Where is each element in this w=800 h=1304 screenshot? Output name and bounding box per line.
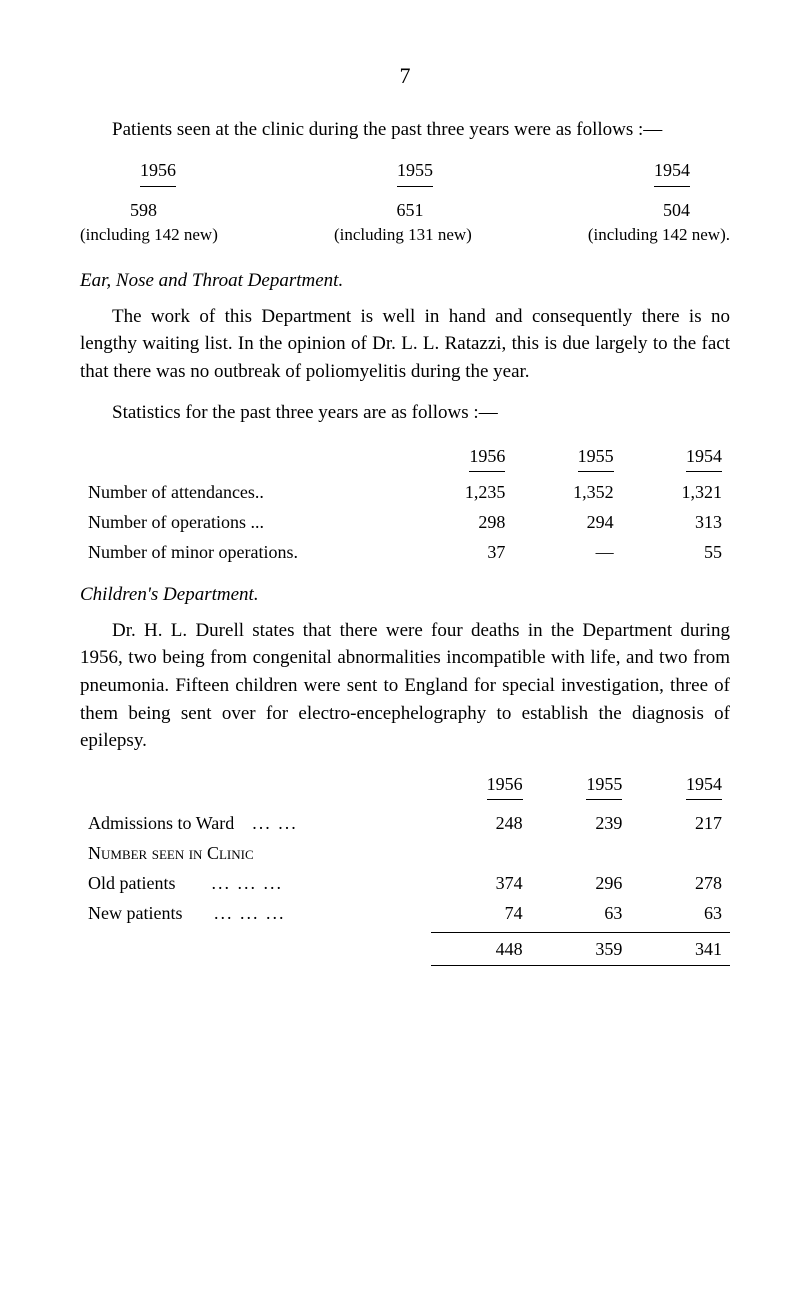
- cell-value: 239: [531, 808, 631, 838]
- statistics-table: 1956 1955 1954 Number of attendances.. 1…: [80, 441, 730, 567]
- cell-value: 217: [630, 808, 730, 838]
- table-header-row: 1956 1955 1954: [80, 769, 730, 802]
- row-label: Number of minor operations.: [80, 537, 405, 567]
- count-value: 504: [663, 197, 690, 223]
- page-number: 7: [80, 60, 730, 92]
- include-value: (including 131 new): [334, 223, 472, 248]
- cell-value: 313: [622, 507, 730, 537]
- row-label: Old patients ... ... ...: [80, 868, 431, 898]
- clinic-years-row: 1956 1955 1954: [80, 157, 730, 186]
- table-row: Number of minor operations. 37 — 55: [80, 537, 730, 567]
- include-value: (including 142 new): [80, 223, 218, 248]
- row-label: New patients ... ... ...: [80, 898, 431, 928]
- cell-value: 296: [531, 868, 631, 898]
- cell-value: 278: [630, 868, 730, 898]
- year-header: 1955: [513, 441, 621, 473]
- total-value: 341: [630, 933, 730, 966]
- table-row: Number seen in Clinic: [80, 838, 730, 868]
- year-value: 1954: [654, 157, 690, 186]
- children-paragraph: Dr. H. L. Durell states that there were …: [80, 617, 730, 755]
- count-value: 651: [397, 197, 424, 223]
- cell-value: 74: [431, 898, 531, 928]
- year-header: 1954: [630, 769, 730, 802]
- table-row: Old patients ... ... ... 374 296 278: [80, 868, 730, 898]
- cell-value: 248: [431, 808, 531, 838]
- table-total-row: 448 359 341: [80, 933, 730, 966]
- children-section-title: Children's Department.: [80, 581, 730, 609]
- total-value: 359: [531, 933, 631, 966]
- count-value: 598: [130, 197, 157, 223]
- table-row: New patients ... ... ... 74 63 63: [80, 898, 730, 928]
- cell-value: 1,352: [513, 477, 621, 507]
- stats-intro-paragraph: Statistics for the past three years are …: [80, 399, 730, 427]
- cell-value: 63: [531, 898, 631, 928]
- cell-value: 1,321: [622, 477, 730, 507]
- year-header: 1956: [431, 769, 531, 802]
- cell-value: 1,235: [405, 477, 513, 507]
- cell-value: 298: [405, 507, 513, 537]
- clinic-counts-row: 598 651 504: [80, 197, 730, 223]
- ent-section-title: Ear, Nose and Throat Department.: [80, 267, 730, 295]
- table-header-row: 1956 1955 1954: [80, 441, 730, 473]
- admissions-table: 1956 1955 1954 Admissions to Ward ... ..…: [80, 769, 730, 967]
- cell-value: 294: [513, 507, 621, 537]
- year-value: 1956: [140, 157, 176, 186]
- cell-value: 55: [622, 537, 730, 567]
- intro-paragraph: Patients seen at the clinic during the p…: [80, 116, 730, 144]
- clinic-includes-row: (including 142 new) (including 131 new) …: [80, 223, 730, 248]
- cell-value: 37: [405, 537, 513, 567]
- year-header: 1954: [622, 441, 730, 473]
- row-label: Number seen in Clinic: [80, 838, 431, 868]
- cell-value: 374: [431, 868, 531, 898]
- row-label: Admissions to Ward ... ...: [80, 808, 431, 838]
- year-header: 1955: [531, 769, 631, 802]
- table-row: Admissions to Ward ... ... 248 239 217: [80, 808, 730, 838]
- ent-paragraph: The work of this Department is well in h…: [80, 303, 730, 386]
- include-value: (including 142 new).: [588, 223, 730, 248]
- cell-value: 63: [630, 898, 730, 928]
- row-label: Number of operations ...: [80, 507, 405, 537]
- table-row: Number of operations ... 298 294 313: [80, 507, 730, 537]
- row-label: Number of attendances..: [80, 477, 405, 507]
- year-value: 1955: [397, 157, 433, 186]
- year-header: 1956: [405, 441, 513, 473]
- cell-value: —: [513, 537, 621, 567]
- table-row: Number of attendances.. 1,235 1,352 1,32…: [80, 477, 730, 507]
- total-value: 448: [431, 933, 531, 966]
